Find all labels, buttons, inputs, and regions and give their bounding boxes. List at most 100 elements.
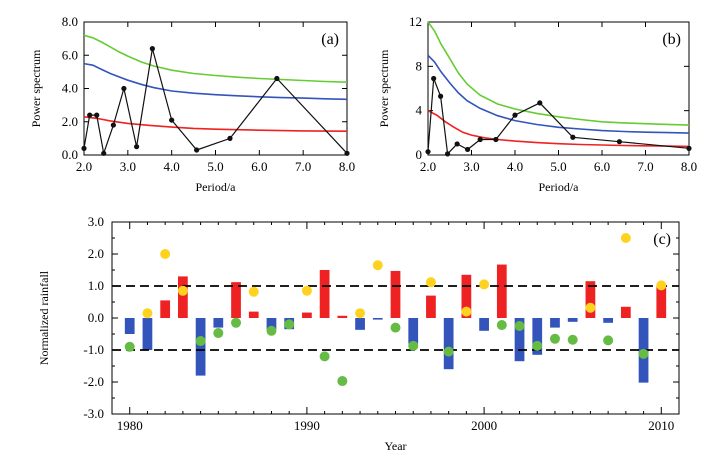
x-tick-label: 5.0: [207, 159, 223, 174]
rainfall-bar: [656, 286, 667, 318]
rainfall-bar: [496, 264, 507, 318]
yellow-dot: [142, 308, 153, 319]
yellow-dot: [425, 277, 436, 288]
y-tick-label: 4: [416, 103, 423, 118]
spectrum-point: [444, 151, 451, 157]
panel-a: 2.0 3.0 4.0 5.0 6.0 7.0 8.00.02.04.06.08.0Peri…: [29, 14, 355, 194]
green-dot: [638, 348, 649, 359]
yellow-dot: [160, 249, 171, 259]
rainfall-bar: [355, 318, 365, 330]
spectrum-point: [431, 75, 437, 82]
yellow-dot: [248, 286, 259, 297]
spectrum-point: [110, 122, 116, 128]
x-tick-label: 2.0: [420, 159, 436, 174]
x-tick-label: 8.0: [681, 159, 697, 174]
confidence-line-0: [83, 34, 348, 83]
spectrum-point: [101, 150, 107, 156]
yellow-dot: [656, 280, 667, 291]
green-dot: [337, 376, 348, 387]
spectrum-point: [194, 147, 200, 153]
rainfall-bar: [532, 318, 543, 355]
yellow-dot: [620, 233, 631, 243]
y-tick-label: 8: [416, 58, 423, 73]
spectrum-point: [169, 117, 175, 123]
rainfall-bar: [124, 318, 135, 334]
y-tick-label: 2.0: [88, 246, 104, 261]
y-axis-title: Normalized rainfall: [37, 270, 51, 365]
rainfall-bar: [390, 270, 401, 318]
spectrum-point: [464, 146, 471, 153]
panel-label: (a): [321, 31, 339, 48]
spectrum-point: [121, 85, 127, 92]
y-tick-label: 12: [409, 14, 422, 29]
x-axis-title: Period/a: [196, 180, 237, 194]
green-dot: [266, 325, 277, 336]
y-tick-label: 1.0: [88, 278, 104, 293]
y-tick-label: 0.0: [62, 147, 78, 162]
plot-frame: [427, 21, 690, 156]
spectrum-point: [274, 75, 280, 82]
y-axis-title: Power spectrum: [377, 49, 391, 127]
green-dot: [195, 336, 206, 347]
rainfall-bar: [160, 300, 171, 318]
confidence-line-1: [83, 62, 348, 101]
spectrum-point: [570, 134, 576, 140]
spectrum-point: [493, 136, 499, 143]
yellow-dot: [585, 302, 596, 313]
spectrum-point: [149, 46, 155, 52]
spectrum-point: [537, 100, 543, 106]
confidence-line-2: [83, 116, 348, 132]
rainfall-bar: [443, 318, 454, 370]
spectrum-point: [477, 136, 483, 143]
x-tick-label: 5.0: [550, 159, 566, 174]
green-dot: [514, 321, 525, 331]
rainfall-bar: [550, 318, 560, 328]
rainfall-bar: [142, 318, 153, 350]
spectrum-point: [81, 145, 87, 151]
panel-b: 2.0 3.0 4.0 5.0 6.0 7.0 8.0 0 4 8 12 Period/a Power …: [377, 14, 697, 194]
green-dot: [496, 320, 507, 331]
green-dot: [124, 341, 135, 352]
x-tick-label: 7.0: [295, 159, 311, 174]
x-tick-label: 3.0: [120, 159, 136, 174]
green-dot: [443, 346, 454, 357]
y-tick-label: 0.0: [88, 310, 104, 325]
x-tick-label: 6.0: [594, 159, 610, 174]
y-axis-title: Power spectrum: [29, 49, 43, 127]
rainfall-bar: [514, 318, 525, 362]
rainfall-bar: [178, 276, 188, 318]
y-tick-label: 2.0: [62, 114, 78, 129]
rainfall-bar: [337, 315, 348, 318]
green-dot: [231, 317, 242, 328]
x-tick-label: 4.0: [507, 159, 523, 174]
green-dot: [532, 340, 543, 351]
rainfall-bar: [585, 281, 596, 318]
yellow-dot: [372, 260, 383, 271]
spectrum-point: [344, 150, 350, 156]
green-dot: [284, 319, 295, 330]
rainfall-bar: [603, 318, 613, 323]
green-dot: [549, 333, 560, 344]
rainfall-bar: [319, 270, 330, 318]
y-tick-label: -2.0: [83, 374, 104, 389]
panel-label: (c): [653, 231, 671, 248]
confidence-line-0: [427, 21, 690, 126]
spectrum-point: [134, 144, 140, 150]
green-dot: [213, 328, 224, 339]
y-tick-label: 4.0: [62, 81, 78, 96]
spectrum-point: [616, 139, 623, 145]
spectrum-point: [454, 141, 460, 147]
x-axis-title: Period/a: [539, 180, 580, 194]
rainfall-bar: [231, 282, 241, 318]
rainfall-bar: [408, 318, 419, 344]
x-axis-title: Year: [384, 439, 406, 453]
x-tick-label: 8.0: [339, 159, 355, 174]
rainfall-bar: [479, 318, 489, 331]
green-dot: [567, 334, 578, 345]
y-tick-label: -1.0: [83, 342, 104, 357]
spectrum-point: [87, 112, 93, 118]
x-tick-label: 3.0: [463, 159, 479, 174]
yellow-dot: [461, 306, 472, 317]
rainfall-bar: [426, 295, 436, 318]
yellow-dot: [355, 308, 366, 319]
